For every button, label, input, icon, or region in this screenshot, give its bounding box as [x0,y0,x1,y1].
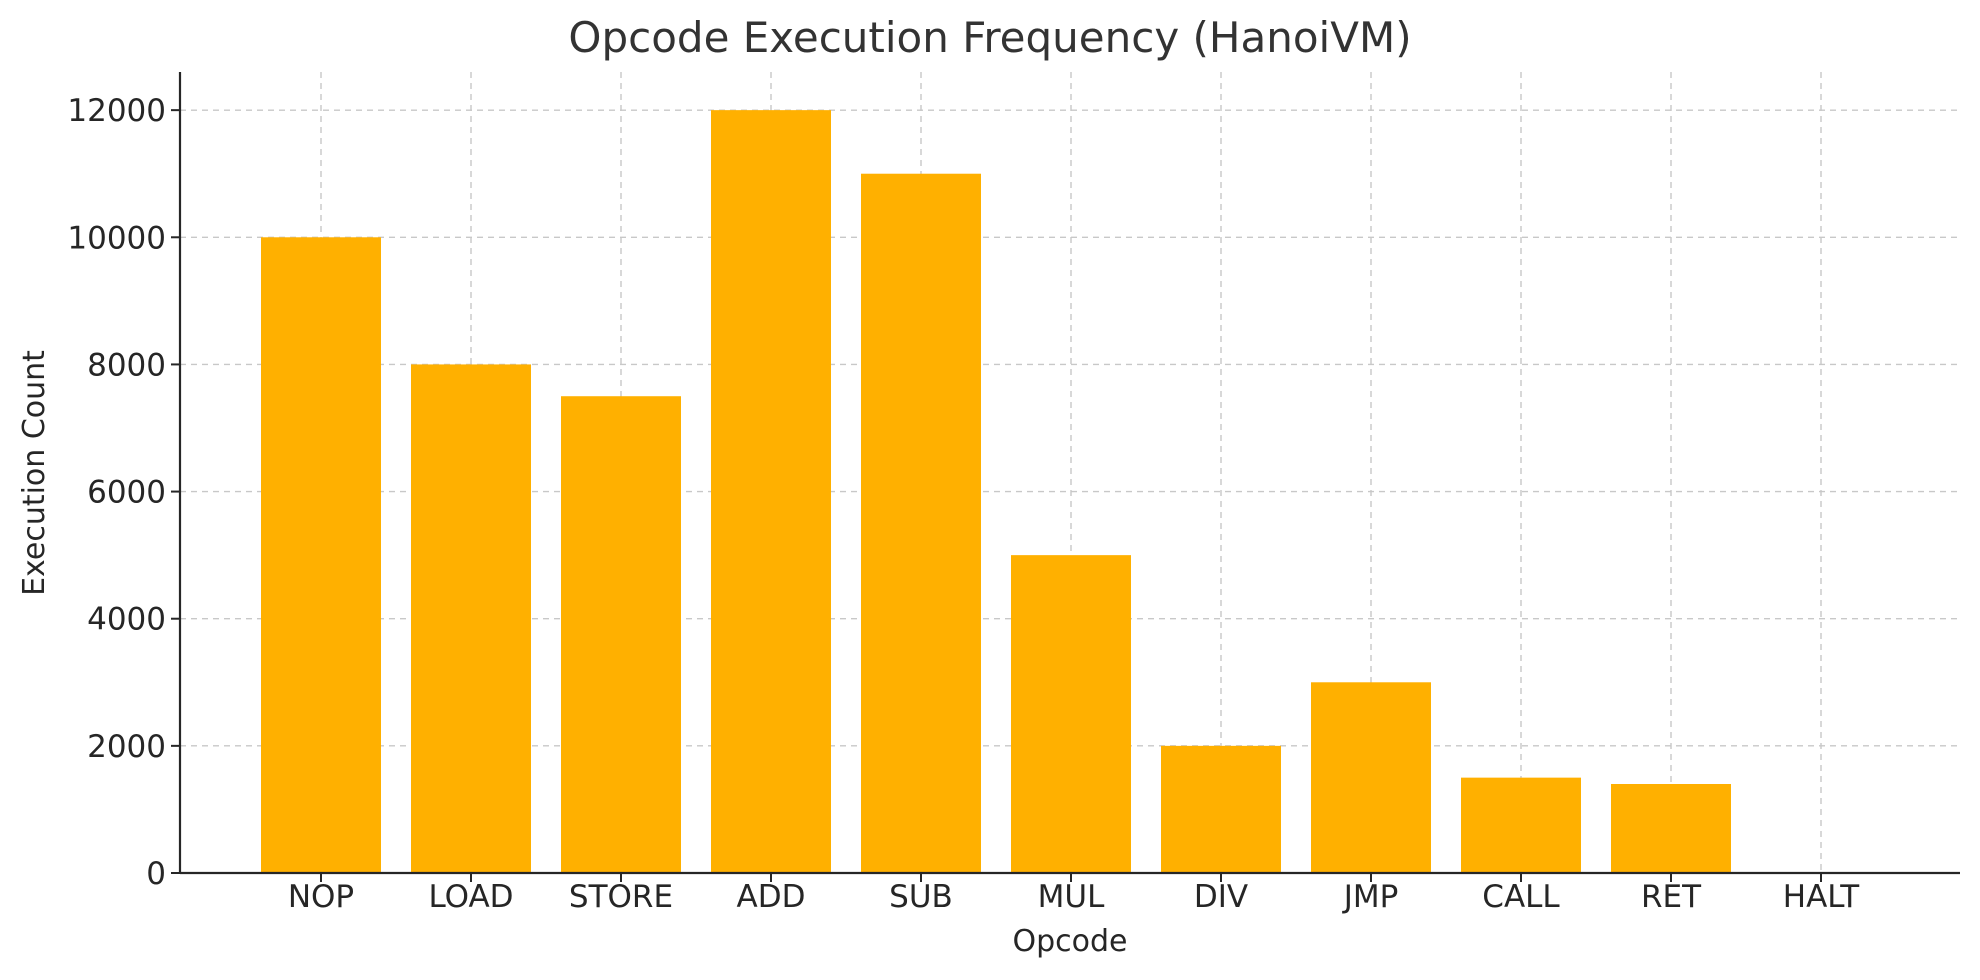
y-ticks: 0 2000 4000 6000 8000 10000 12000 [67,93,180,892]
bar-store [561,396,681,873]
x-tick-label: RET [1641,879,1702,915]
y-tick-label: 6000 [87,475,166,511]
x-tick-label: JMP [1342,879,1399,915]
y-axis-label: Execution Count [17,350,52,596]
bar-call [1461,777,1581,873]
y-tick-label: 12000 [67,93,166,129]
bar-load [411,364,531,873]
x-tick-label: DIV [1194,879,1248,915]
y-tick-label: 10000 [67,220,166,256]
x-axis-label: Opcode [1012,924,1127,959]
y-tick-label: 8000 [87,347,166,383]
x-ticks: NOP LOAD STORE ADD SUB MUL DIV JMP CALL RET HALT [288,873,1860,915]
chart-title: Opcode Execution Frequency (HanoiVM) [568,13,1411,62]
bar-ret [1611,784,1731,873]
x-tick-label: HALT [1783,879,1861,915]
x-tick-label: MUL [1038,879,1105,915]
y-tick-label: 2000 [87,729,166,765]
x-tick-label: NOP [288,879,354,915]
y-tick-label: 0 [146,856,166,892]
bar-mul [1011,555,1131,873]
y-tick-label: 4000 [87,602,166,638]
x-tick-label: SUB [889,879,953,915]
x-tick-label: LOAD [428,879,513,915]
x-tick-label: CALL [1482,879,1560,915]
x-tick-label: ADD [737,879,806,915]
x-tick-label: STORE [569,879,673,915]
bars [261,110,1731,874]
bar-add [711,110,831,873]
bar-div [1161,745,1281,873]
bar-jmp [1311,682,1431,873]
bar-nop [261,237,381,874]
bar-sub [861,173,981,873]
